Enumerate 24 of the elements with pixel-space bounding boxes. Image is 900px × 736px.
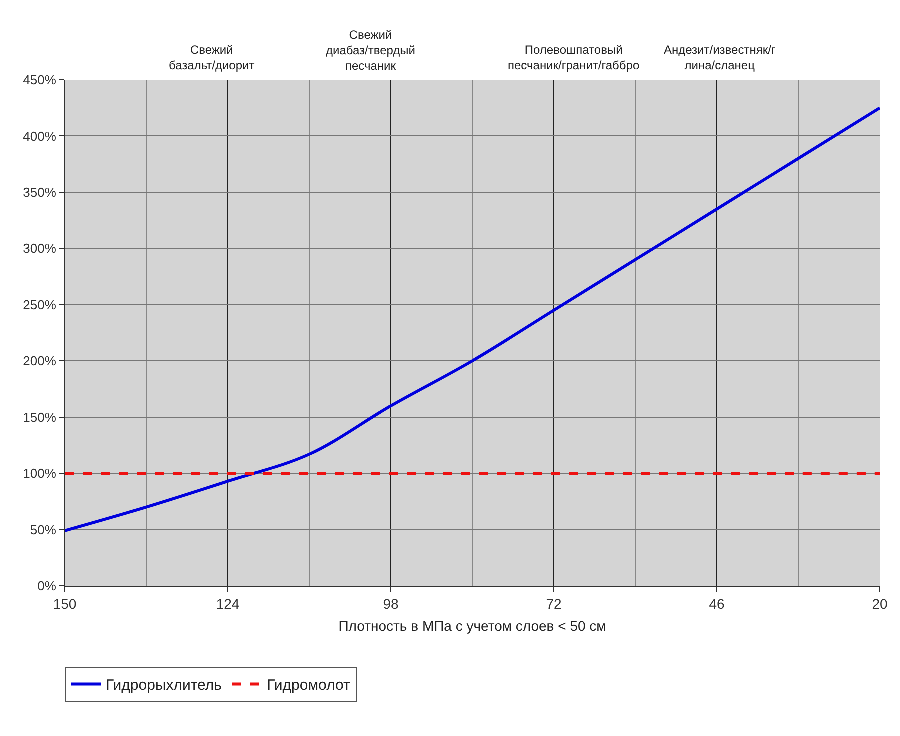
x-tick-label: 98 [383, 596, 399, 612]
x-tick-label: 72 [546, 596, 562, 612]
text: Андезит/известняк/г лина/сланец [664, 43, 776, 73]
legend-label: Гидромолот [267, 677, 351, 694]
x-axis-title: Плотность в МПа с учетом слоев < 50 см [338, 618, 606, 634]
y-tick-label: 450% [23, 72, 57, 88]
x-tick-label: 150 [53, 596, 77, 612]
y-tick-label: 100% [23, 466, 57, 482]
y-tick-label: 0% [38, 578, 57, 594]
y-tick-label: 200% [23, 354, 57, 369]
text: Свежий базальт/диорит [169, 43, 256, 73]
y-tick-label: 350% [23, 184, 57, 200]
y-tick-label: 50% [30, 522, 57, 538]
x-tick-label: 46 [709, 596, 725, 612]
y-tick-label: 300% [23, 241, 57, 256]
text: Свежий диабаз/твердый песчаник [326, 28, 416, 74]
y-tick-label: 250% [23, 297, 57, 312]
legend-label: Гидрорыхлитель [106, 677, 222, 694]
line-series [65, 106, 880, 532]
y-tick-label: 400% [23, 128, 57, 144]
text: Полевошпатовый песчаник/гранит/габбро [508, 43, 640, 73]
x-tick-label: 124 [216, 596, 240, 612]
y-tick-label: 150% [23, 410, 57, 425]
x-tick-label: 20 [872, 596, 888, 612]
